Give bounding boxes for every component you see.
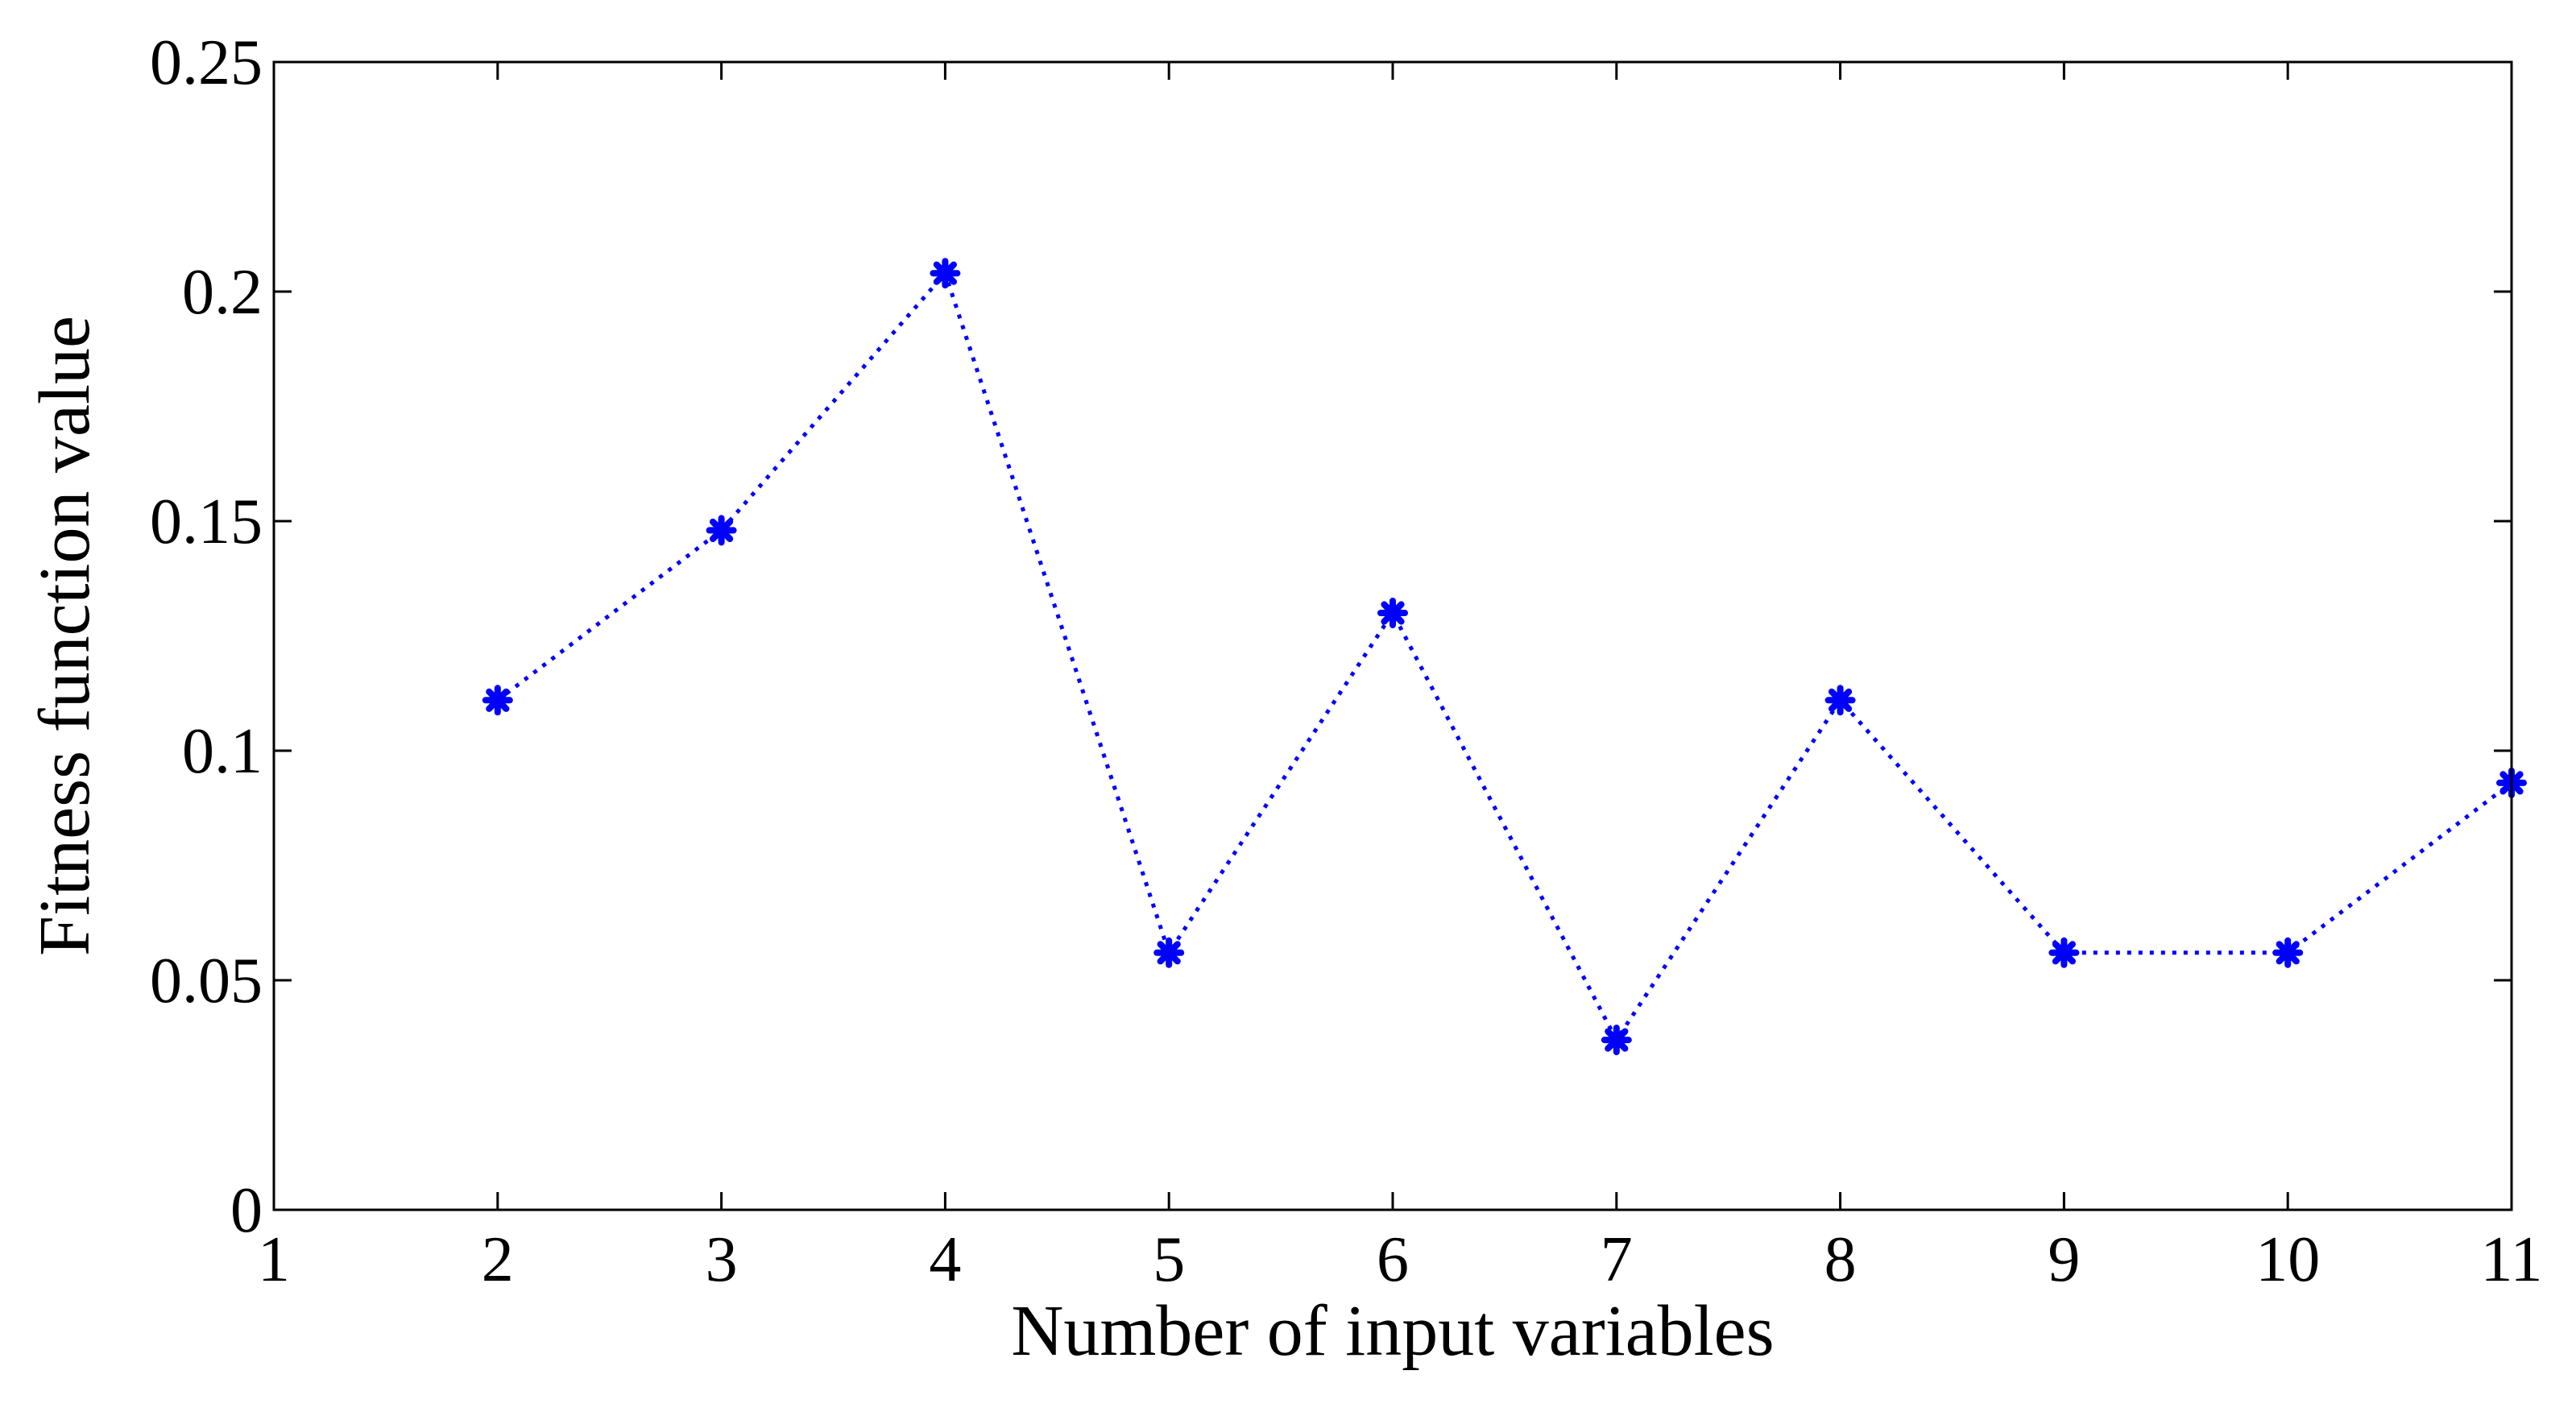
data-point-marker [482, 685, 513, 716]
x-axis-label: Number of input variables [1011, 1291, 1774, 1371]
x-tick-label: 2 [482, 1224, 514, 1295]
series-line [496, 269, 2513, 1045]
data-point-marker [1377, 598, 1408, 628]
y-tick-label: 0.05 [150, 946, 263, 1017]
x-tick-label: 6 [1377, 1224, 1409, 1295]
data-point-marker [930, 258, 961, 289]
tick-labels-layer: 1 2 3 4 5 6 7 8 9 10 11 0 0.05 0.1 0.15 0.2 0.25 [150, 27, 2543, 1295]
y-tick-label: 0 [230, 1175, 263, 1246]
data-point-marker [1153, 937, 1185, 968]
y-tick-label: 0.15 [150, 487, 263, 557]
data-point-marker [2272, 937, 2304, 968]
x-tick-label: 8 [1824, 1224, 1857, 1295]
data-point-marker [2048, 937, 2080, 968]
x-tick-label: 4 [929, 1224, 961, 1295]
x-tick-label: 9 [2048, 1224, 2080, 1295]
x-tick-label: 5 [1153, 1224, 1185, 1295]
y-tick-label: 0.25 [150, 27, 263, 98]
x-tick-label: 3 [706, 1224, 738, 1295]
data-point-marker [706, 515, 737, 546]
x-tick-label: 10 [2255, 1224, 2320, 1295]
y-tick-label: 0.1 [182, 716, 263, 787]
y-axis-label: Fitness function value [25, 316, 105, 956]
x-tick-label: 7 [1601, 1224, 1633, 1295]
plot-frame [272, 60, 2513, 1211]
y-tick-label: 0.2 [182, 257, 263, 328]
x-tick-label: 1 [258, 1224, 290, 1295]
x-tick-label: 11 [2480, 1224, 2542, 1295]
data-point-marker [1601, 1025, 1632, 1056]
data-point-marker [1824, 685, 1856, 716]
